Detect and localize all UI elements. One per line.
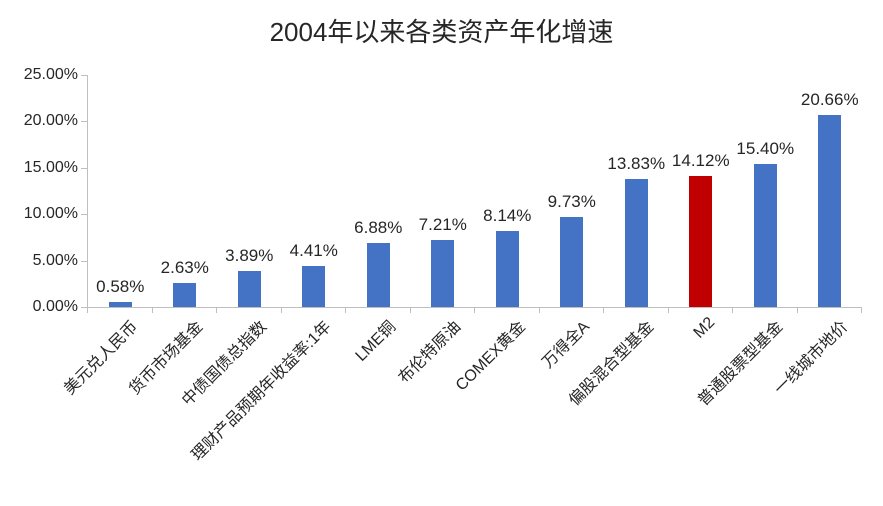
x-axis-tick-mark — [216, 308, 217, 313]
bar-value-label: 15.40% — [736, 139, 795, 159]
y-axis-tick-label: 0.00% — [32, 298, 78, 315]
x-axis-tick-mark — [151, 308, 153, 313]
x-axis-label: LME铜 — [352, 318, 400, 365]
y-axis-tick-label: 10.00% — [23, 205, 78, 223]
bar-0 — [108, 301, 132, 307]
y-axis-tick-mark — [81, 307, 87, 308]
x-axis-tick-mark — [538, 308, 540, 313]
x-axis-label: 万得全A — [539, 318, 594, 372]
x-axis-tick-mark — [796, 308, 798, 313]
y-axis-tick-mark — [81, 167, 87, 169]
bar-5 — [431, 240, 455, 307]
x-axis-tick-mark — [732, 308, 733, 313]
bar-11 — [818, 115, 842, 307]
bar-9 — [689, 175, 713, 307]
bar-3 — [302, 266, 326, 307]
x-axis-tick-mark — [87, 308, 88, 313]
bar-value-label: 13.83% — [607, 153, 666, 173]
bar-1 — [173, 282, 197, 307]
y-axis-tick-label: 15.00% — [23, 158, 78, 176]
bar-value-label: 3.89% — [225, 245, 274, 265]
x-axis-label: M2 — [690, 314, 718, 342]
bar-value-label: 2.63% — [160, 257, 209, 277]
bar-value-label: 4.41% — [289, 241, 338, 261]
bar-2 — [237, 270, 261, 307]
bar-value-label: 6.88% — [354, 218, 403, 238]
bar-8 — [624, 178, 648, 307]
x-axis-tick-mark — [474, 308, 475, 313]
x-axis-tick-mark — [861, 308, 862, 313]
bar-4 — [366, 243, 390, 307]
bar-10 — [753, 164, 777, 307]
bar-value-label: 9.73% — [547, 191, 596, 211]
chart-title: 2004年以来各类资产年化增速 — [269, 17, 614, 47]
y-axis-tick-mark — [81, 121, 87, 123]
y-axis-tick-mark — [81, 75, 87, 76]
y-axis-tick-label: 20.00% — [23, 112, 78, 130]
y-axis-tick-label: 5.00% — [32, 251, 78, 269]
bar-value-label: 14.12% — [671, 150, 730, 170]
plot-area: 0.58% 2.63% 3.89% 4.41% 6.88% 7.21% 8.14% 9.73%… — [87, 75, 862, 308]
bar-value-label: 20.66% — [800, 90, 859, 110]
x-axis-tick-mark — [345, 308, 346, 313]
bar-value-label: 0.58% — [96, 276, 145, 296]
x-axis-tick-mark — [603, 308, 604, 313]
y-axis-tick-label: 25.00% — [23, 66, 78, 83]
bar-value-label: 7.21% — [418, 215, 467, 235]
bar-value-label: 8.14% — [483, 206, 532, 226]
bar-6 — [495, 231, 519, 307]
x-axis-tick-mark — [280, 308, 282, 313]
y-axis-tick-mark — [81, 260, 87, 262]
bar-7 — [560, 216, 584, 307]
y-axis-tick-mark — [81, 214, 87, 216]
x-axis-tick-mark — [409, 308, 411, 313]
x-axis-tick-mark — [667, 308, 669, 313]
